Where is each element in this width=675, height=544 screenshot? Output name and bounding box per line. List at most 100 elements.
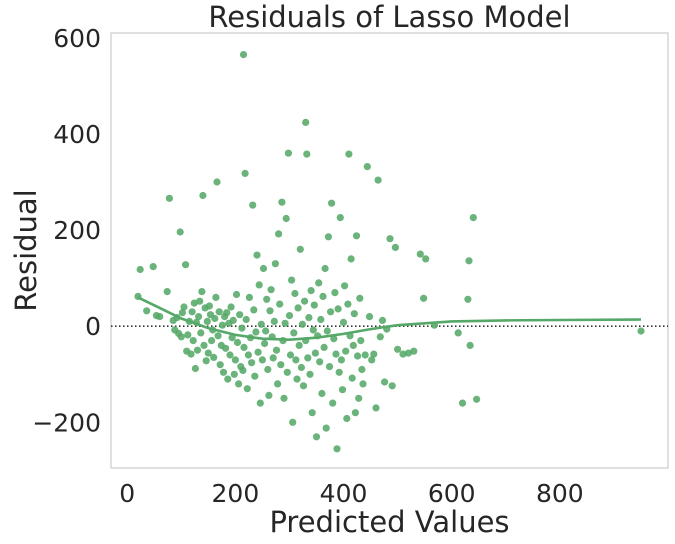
scatter-point — [302, 118, 310, 126]
scatter-point — [205, 302, 213, 310]
scatter-point — [228, 334, 236, 342]
x-tick-label: 600 — [428, 479, 476, 508]
scatter-point — [259, 264, 268, 273]
scatter-point — [341, 282, 349, 290]
scatter-point — [270, 317, 278, 325]
scatter-point — [193, 346, 202, 354]
scatter-point — [202, 357, 210, 365]
scatter-point — [357, 337, 365, 345]
scatter-point — [303, 150, 311, 158]
x-tick-label: 800 — [536, 479, 584, 508]
scatter-point — [307, 287, 315, 295]
plot-area-frame — [110, 32, 669, 469]
scatter-point — [256, 399, 264, 407]
scatter-point — [394, 345, 402, 353]
scatter-point — [189, 337, 197, 345]
scatter-point — [203, 317, 211, 325]
scatter-point — [316, 358, 324, 366]
scatter-point — [215, 308, 223, 316]
scatter-point — [227, 303, 235, 311]
scatter-point — [320, 343, 328, 351]
scatter-point — [304, 354, 312, 362]
scatter-point — [248, 359, 256, 367]
scatter-point — [239, 51, 248, 59]
scatter-point — [308, 409, 316, 417]
scatter-point — [244, 351, 252, 359]
scatter-point — [368, 356, 376, 364]
scatter-point — [281, 319, 289, 327]
scatter-point — [267, 286, 275, 294]
y-tick-label: 600 — [53, 24, 101, 53]
scatter-point — [280, 394, 288, 402]
scatter-point — [199, 191, 207, 200]
scatter-point — [349, 341, 357, 349]
scatter-point — [223, 309, 231, 317]
scatter-point — [275, 230, 283, 238]
scatter-point — [240, 343, 248, 351]
scatter-point — [156, 313, 164, 321]
scatter-point — [274, 380, 282, 388]
scatter-point — [255, 281, 263, 289]
scatter-point — [404, 349, 412, 357]
scatter-point — [251, 372, 259, 380]
scatter-point — [143, 307, 151, 315]
scatter-point — [309, 326, 317, 334]
x-tick-labels: 0 200 400 600 800 — [119, 479, 583, 508]
scatter-point — [195, 313, 203, 321]
scatter-point — [231, 356, 239, 364]
x-tick-label: 0 — [119, 479, 135, 508]
scatter-point — [253, 251, 261, 259]
scatter-point — [330, 335, 338, 343]
scatter-point — [200, 341, 208, 349]
scatter-point — [335, 368, 343, 376]
scatter-point — [230, 370, 238, 378]
lowess-line-group — [137, 296, 642, 342]
scatter-point — [188, 308, 196, 316]
y-tick-label: 0 — [85, 312, 101, 341]
x-tick-label: 200 — [212, 479, 260, 508]
y-tick-label: −200 — [32, 408, 101, 437]
scatter-point — [184, 331, 192, 339]
y-tick-label: 400 — [53, 120, 101, 149]
scatter-point — [278, 198, 286, 206]
scatter-point — [298, 320, 306, 328]
scatter-point — [318, 389, 326, 398]
scatter-point — [149, 263, 157, 271]
scatter-point — [327, 308, 335, 316]
scatter-point — [292, 356, 300, 364]
scatter-point — [266, 307, 274, 315]
scatter-point — [334, 305, 342, 313]
scatter-point — [329, 399, 337, 407]
scatter-point — [454, 329, 462, 337]
scatter-point — [191, 364, 199, 373]
scatter-point — [322, 424, 330, 432]
scatter-point — [458, 399, 467, 407]
scatter-point — [361, 351, 369, 359]
scatter-point — [238, 324, 246, 332]
scatter-point — [469, 214, 477, 222]
scatter-point — [216, 361, 224, 369]
scatter-point — [262, 327, 270, 335]
scatter-point — [331, 289, 339, 297]
scatter-point — [343, 414, 351, 423]
scatter-point — [286, 351, 295, 359]
x-axis-title: Predicted Values — [269, 505, 509, 539]
scatter-point — [264, 365, 272, 374]
scatter-point — [352, 232, 361, 240]
scatter-points — [134, 51, 645, 453]
scatter-point — [224, 375, 232, 383]
scatter-point — [236, 311, 244, 319]
scatter-point — [198, 288, 206, 296]
scatter-point — [354, 352, 362, 360]
scatter-point — [306, 370, 314, 378]
scatter-point — [242, 315, 250, 324]
scatter-point — [290, 329, 298, 337]
scatter-point — [283, 368, 291, 376]
scatter-point — [288, 276, 296, 284]
scatter-point — [263, 295, 271, 303]
scatter-point — [197, 329, 205, 337]
scatter-point — [258, 356, 266, 364]
scatter-point — [297, 363, 305, 372]
scatter-point — [350, 310, 358, 318]
scatter-point — [420, 294, 428, 302]
